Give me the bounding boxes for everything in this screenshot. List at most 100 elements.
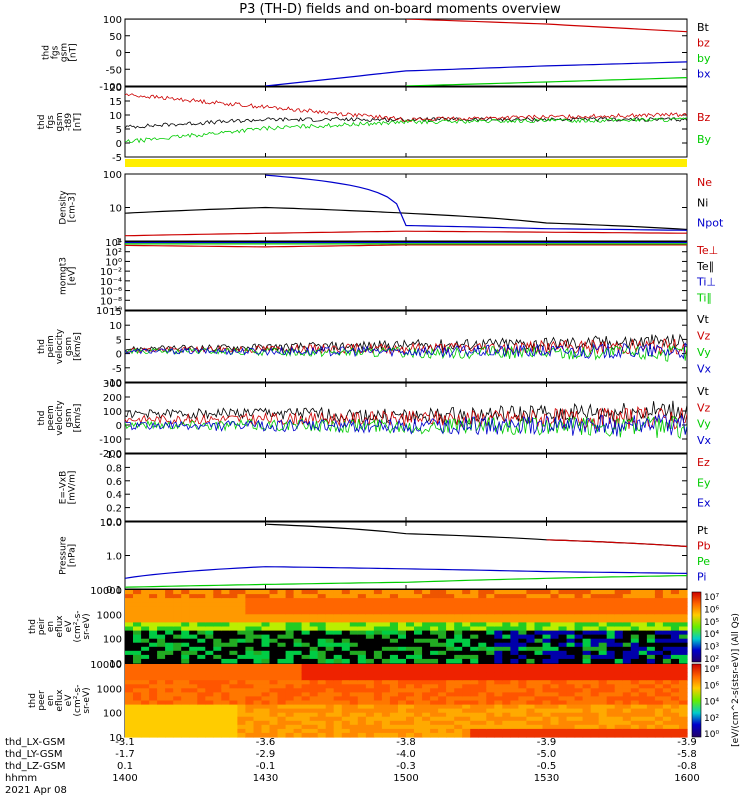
heat-cell — [606, 650, 616, 656]
x-tick-value: 1600 — [674, 773, 699, 784]
heat-cell — [141, 634, 150, 640]
heat-cell — [341, 680, 351, 685]
y-axis-label: fgs — [51, 45, 61, 59]
heat-cell — [679, 610, 688, 615]
heat-cell — [422, 724, 431, 730]
heat-cell — [398, 684, 407, 689]
heat-cell — [534, 610, 544, 615]
heat-cell — [566, 684, 576, 689]
heat-cell — [133, 614, 142, 619]
heat-cell — [237, 594, 246, 599]
heat-cell — [229, 618, 238, 624]
heat-cell — [141, 598, 150, 603]
heat-cell — [269, 650, 279, 656]
heat-cell — [389, 638, 399, 644]
heat-cell — [205, 626, 214, 632]
heat-cell — [165, 654, 174, 660]
heat-cell — [582, 700, 592, 706]
heat-cell — [422, 732, 431, 738]
heat-cell — [414, 630, 423, 636]
heat-cell — [590, 716, 600, 722]
heat-cell — [365, 598, 375, 603]
heat-cell — [317, 614, 327, 619]
heat-cell — [606, 626, 616, 632]
heat-cell — [381, 720, 391, 726]
heat-cell — [478, 684, 487, 689]
heat-cell — [229, 728, 238, 734]
heat-cell — [133, 668, 142, 673]
heat-cell — [269, 602, 279, 607]
heat-cell — [438, 634, 447, 640]
heat-cell — [365, 650, 375, 656]
heat-cell — [349, 692, 359, 698]
heat-cell — [438, 614, 447, 619]
heat-cell — [317, 716, 327, 722]
heat-cell — [590, 720, 600, 726]
heat-cell — [438, 630, 447, 636]
heat-cell — [125, 602, 134, 607]
heat-cell — [670, 680, 680, 685]
heat-cell — [414, 712, 423, 718]
heat-cell — [373, 598, 383, 603]
heat-cell — [398, 610, 407, 615]
x-tick-value: 0.1 — [117, 761, 133, 772]
heat-cell — [285, 716, 295, 722]
heat-cell — [381, 712, 391, 718]
heat-cell — [606, 708, 616, 714]
heat-cell — [438, 642, 447, 648]
heat-cell — [365, 728, 375, 734]
heat-cell — [550, 606, 560, 611]
heat-cell — [229, 638, 238, 644]
heat-cell — [389, 630, 399, 636]
heat-cell — [470, 668, 479, 673]
heat-cell — [486, 664, 495, 669]
heat-cell — [333, 676, 343, 681]
heat-cell — [510, 638, 519, 644]
heat-cell — [229, 630, 238, 636]
heat-cell — [550, 590, 560, 595]
heat-cell — [309, 646, 319, 652]
y-axis-label: velocity — [55, 400, 65, 436]
heat-cell — [574, 708, 584, 714]
heat-cell — [301, 610, 311, 615]
colorbar-tick: 10⁶ — [704, 605, 719, 615]
y-axis-label: velocity — [55, 328, 65, 364]
heat-cell — [454, 696, 463, 702]
heat-cell — [133, 704, 142, 710]
heat-cell — [598, 732, 608, 738]
heat-cell — [534, 688, 544, 693]
heat-cell — [414, 700, 423, 706]
heat-cell — [662, 676, 672, 681]
heat-cell — [189, 602, 198, 607]
heat-cell — [606, 614, 616, 619]
heat-cell — [654, 720, 664, 726]
heat-cell — [181, 602, 190, 607]
heat-cell — [141, 676, 150, 681]
heat-cell — [566, 590, 576, 595]
heat-cell — [510, 642, 519, 648]
heat-cell — [486, 598, 495, 603]
heat-cell — [542, 614, 552, 619]
heat-cell — [646, 602, 656, 607]
heat-cell — [646, 720, 656, 726]
heat-cell — [197, 606, 206, 611]
heat-cell — [189, 700, 198, 706]
heat-cell — [333, 606, 343, 611]
heat-cell — [301, 728, 311, 734]
heat-cell — [606, 688, 616, 693]
heat-cell — [518, 642, 527, 648]
heat-cell — [381, 646, 391, 652]
heat-cell — [293, 618, 303, 624]
heat-cell — [502, 618, 511, 624]
legend-entry: Ez — [697, 456, 710, 469]
heat-cell — [670, 594, 680, 599]
heat-cell — [213, 630, 222, 636]
heat-cell — [598, 610, 608, 615]
heat-cell — [141, 614, 150, 619]
heat-cell — [598, 618, 608, 624]
heat-cell — [462, 638, 471, 644]
heat-cell — [205, 676, 214, 681]
heat-cell — [518, 732, 527, 738]
heat-cell — [205, 614, 214, 619]
